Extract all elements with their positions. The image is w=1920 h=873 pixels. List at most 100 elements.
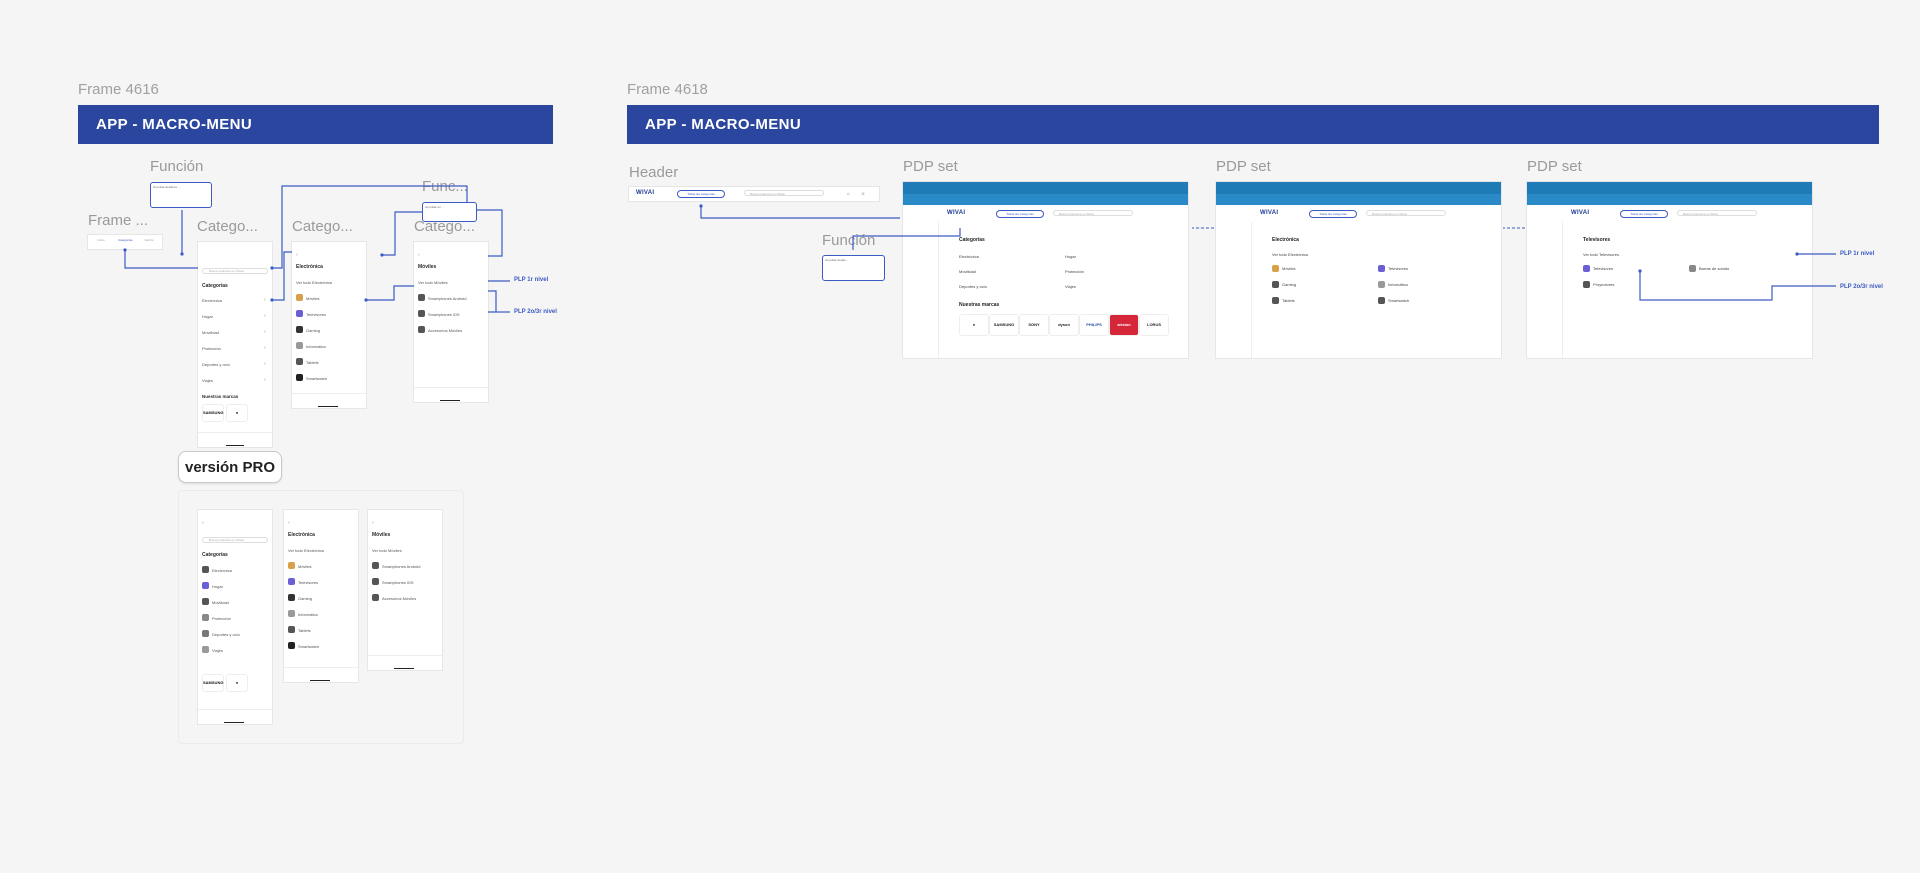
back-icon[interactable]: ‹ bbox=[296, 252, 298, 258]
list-item[interactable]: Protección bbox=[212, 616, 231, 621]
list-item[interactable]: Smartwatch bbox=[298, 644, 320, 649]
menu-item[interactable]: Electrónica bbox=[959, 254, 979, 259]
list-item[interactable]: Tablets bbox=[306, 360, 319, 365]
menu-item[interactable]: Televisores bbox=[1388, 266, 1409, 271]
frame-small-label: Frame ... bbox=[88, 212, 149, 229]
screen-title: Categorías bbox=[202, 283, 228, 289]
search-input[interactable]: Busca productos en Wivai bbox=[744, 190, 824, 196]
list-item[interactable]: Viajes bbox=[212, 648, 223, 653]
list-item[interactable]: Smartphones Android bbox=[382, 564, 421, 569]
brand-samsung[interactable]: SAMSUNG bbox=[202, 404, 224, 422]
menu-item[interactable]: Smartwatch bbox=[1388, 298, 1410, 303]
list-item[interactable]: Smartphones iOS bbox=[428, 312, 460, 317]
menu-item[interactable]: Barras de sonido bbox=[1699, 266, 1730, 271]
menu-item[interactable]: Proyectores bbox=[1593, 282, 1615, 287]
list-item[interactable]: Deportes y ocio bbox=[202, 362, 230, 367]
desktop-categories: WIVAI Todas las categorías Busca product… bbox=[903, 182, 1188, 358]
see-all-link[interactable]: Ver todo Televisores bbox=[1583, 252, 1619, 257]
user-icon[interactable]: ☺ bbox=[861, 191, 866, 196]
brand-apple[interactable]: ● bbox=[226, 404, 248, 422]
nav-bar bbox=[903, 194, 1188, 205]
search-input[interactable]: Busca productos en Wivai bbox=[1053, 210, 1133, 216]
brand-apple[interactable]: ● bbox=[226, 674, 248, 692]
back-icon[interactable]: ‹ bbox=[202, 520, 204, 526]
search-input[interactable]: Busca productos en Wivai bbox=[202, 537, 268, 543]
wivai-logo[interactable]: WIVAI bbox=[1260, 210, 1279, 216]
menu-item[interactable]: Viajes bbox=[1065, 284, 1076, 289]
menu-item[interactable]: Movilidad bbox=[959, 269, 976, 274]
wivai-logo[interactable]: WIVAI bbox=[1571, 210, 1590, 216]
top-bar bbox=[1216, 182, 1501, 194]
brand-apple[interactable]: ● bbox=[959, 314, 989, 336]
version-pro-button[interactable]: versión PRO bbox=[178, 451, 282, 483]
menu-item[interactable]: Tablets bbox=[1282, 298, 1295, 303]
wivai-logo[interactable]: WIVAI bbox=[947, 210, 966, 216]
list-item[interactable]: Informática bbox=[298, 612, 318, 617]
pro-phone-moviles: ‹ Móviles Ver todo Móviles Smartphones A… bbox=[368, 510, 442, 670]
search-input[interactable]: Busca productos en Wivai bbox=[1366, 210, 1446, 216]
all-categories-button[interactable]: Todas las categorías bbox=[996, 210, 1044, 218]
pdp-label-1: PDP set bbox=[903, 158, 958, 175]
list-item[interactable]: Televisores bbox=[298, 580, 319, 585]
cart-icon[interactable]: ⌂ bbox=[847, 191, 850, 196]
list-item[interactable]: Gaming bbox=[306, 328, 321, 333]
list-item[interactable]: Smartphones Android bbox=[428, 296, 467, 301]
brand-logo[interactable]: dyson bbox=[1049, 314, 1079, 336]
all-categories-button[interactable]: Todas las categorías bbox=[1309, 210, 1357, 218]
list-item[interactable]: Movilidad bbox=[212, 600, 229, 605]
brand-logo[interactable]: ariston bbox=[1109, 314, 1139, 336]
brand-logo[interactable]: PHILIPS bbox=[1079, 314, 1109, 336]
brand-logo[interactable]: SONY bbox=[1019, 314, 1049, 336]
menu-item[interactable]: Televisores bbox=[1593, 266, 1614, 271]
list-item[interactable]: Gaming bbox=[298, 596, 313, 601]
header-label: Header bbox=[629, 164, 679, 181]
see-all-link[interactable]: Ver todo Móviles bbox=[372, 548, 402, 553]
list-item[interactable]: Hogar bbox=[212, 584, 223, 589]
wivai-logo[interactable]: WIVAI bbox=[636, 190, 655, 196]
menu-item[interactable]: Informática bbox=[1388, 282, 1408, 287]
search-input[interactable]: Busca productos en Wivai bbox=[1677, 210, 1757, 216]
list-item[interactable]: Móviles bbox=[298, 564, 312, 569]
menu-item[interactable]: Protección bbox=[1065, 269, 1084, 274]
brand-logo[interactable]: SAMSUNG bbox=[989, 314, 1019, 336]
back-icon[interactable]: ‹ bbox=[418, 252, 420, 258]
tab-cart[interactable]: Carrito bbox=[144, 238, 154, 242]
back-icon[interactable]: ‹ bbox=[372, 520, 374, 526]
tab-bar bbox=[198, 432, 272, 447]
list-item[interactable]: Smartphones iOS bbox=[382, 580, 414, 585]
back-icon[interactable]: ‹ bbox=[288, 520, 290, 526]
chevron-right-icon: › bbox=[264, 313, 266, 319]
see-all-link[interactable]: Ver todo Móviles bbox=[418, 280, 448, 285]
list-item[interactable]: Accesorios Móviles bbox=[382, 596, 417, 601]
screen-title: Electrónica bbox=[288, 532, 315, 538]
menu-item[interactable]: Móviles bbox=[1282, 266, 1296, 271]
list-item[interactable]: Deportes y ocio bbox=[212, 632, 240, 637]
list-item[interactable]: Protección bbox=[202, 346, 221, 351]
see-all-link[interactable]: Ver todo Electrónica bbox=[296, 280, 332, 285]
menu-item[interactable]: Gaming bbox=[1282, 282, 1297, 287]
list-item[interactable]: Accesorios Móviles bbox=[428, 328, 463, 333]
search-input[interactable]: Busca productos en Wivai bbox=[202, 268, 268, 274]
tab-home[interactable]: Inicio bbox=[97, 238, 105, 242]
list-item[interactable]: Movilidad bbox=[202, 330, 219, 335]
menu-item[interactable]: Deportes y ocio bbox=[959, 284, 987, 289]
see-all-link[interactable]: Ver todo Electrónica bbox=[1272, 252, 1308, 257]
list-item[interactable]: Viajes bbox=[202, 378, 213, 383]
apple-icon: ● bbox=[235, 410, 239, 415]
brand-samsung[interactable]: SAMSUNG bbox=[202, 674, 224, 692]
tab-categories[interactable]: Categorías bbox=[118, 238, 133, 242]
list-item[interactable]: Informática bbox=[306, 344, 326, 349]
all-categories-button[interactable]: Todas las categorías bbox=[677, 190, 725, 198]
list-item[interactable]: Smartwatch bbox=[306, 376, 328, 381]
list-item[interactable]: Electrónica bbox=[202, 298, 222, 303]
list-item[interactable]: Televisores bbox=[306, 312, 327, 317]
all-categories-button[interactable]: Todas las categorías bbox=[1620, 210, 1668, 218]
menu-item[interactable]: Hogar bbox=[1065, 254, 1076, 259]
brand-logo[interactable]: LORUS bbox=[1139, 314, 1169, 336]
tabbar-frame: Inicio Categorías Carrito bbox=[88, 235, 162, 249]
list-item[interactable]: Móviles bbox=[306, 296, 320, 301]
list-item[interactable]: Hogar bbox=[202, 314, 213, 319]
see-all-link[interactable]: Ver todo Electrónica bbox=[288, 548, 324, 553]
list-item[interactable]: Tablets bbox=[298, 628, 311, 633]
list-item[interactable]: Electrónica bbox=[212, 568, 232, 573]
